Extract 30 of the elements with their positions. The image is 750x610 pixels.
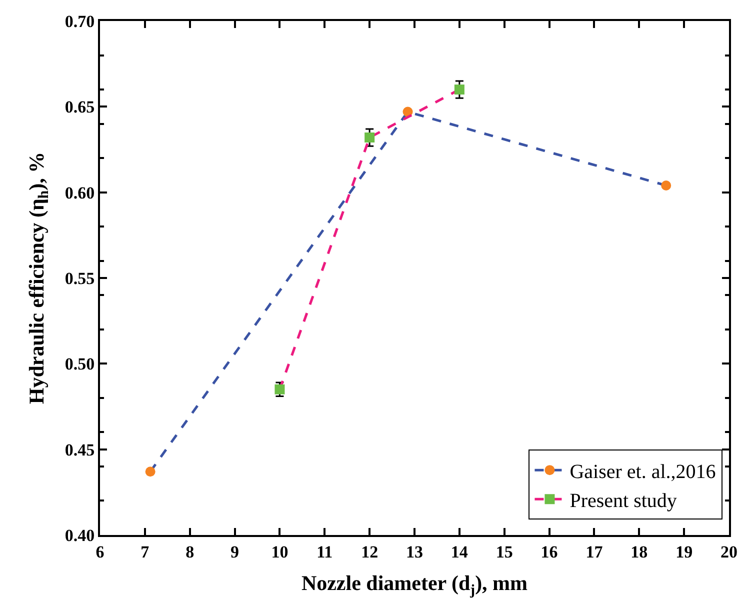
legend-label: Present study bbox=[570, 490, 677, 512]
y-tick-label: 0.55 bbox=[64, 268, 95, 288]
x-tick-label: 7 bbox=[140, 542, 150, 562]
x-tick-label: 17 bbox=[586, 542, 604, 562]
x-tick-label: 10 bbox=[271, 542, 288, 562]
y-tick-label: 0.50 bbox=[64, 354, 95, 374]
x-tick-label: 16 bbox=[540, 542, 558, 562]
x-tick-label: 8 bbox=[186, 542, 194, 562]
x-tick-label: 6 bbox=[96, 542, 104, 562]
x-tick-label: 12 bbox=[361, 542, 378, 562]
x-tick-label: 19 bbox=[676, 542, 693, 562]
legend-label: Gaiser et. al.,2016 bbox=[570, 460, 716, 483]
x-tick-label: 18 bbox=[630, 542, 648, 562]
point bbox=[364, 132, 375, 143]
x-tick-label: 9 bbox=[230, 542, 240, 562]
y-tick-label: 0.45 bbox=[64, 440, 95, 460]
x-tick-label: 15 bbox=[496, 542, 513, 562]
y-tick-label: 0.70 bbox=[64, 12, 95, 31]
point bbox=[454, 84, 464, 95]
x-axis-title: Nozzle diameter (d$_{j}$), mm bbox=[301, 571, 528, 599]
x-tick-label: 11 bbox=[316, 542, 333, 562]
x-tick-label: 13 bbox=[406, 542, 423, 562]
point bbox=[661, 180, 672, 190]
point bbox=[145, 466, 156, 477]
y-tick-label: 0.60 bbox=[64, 183, 95, 202]
point bbox=[274, 384, 285, 394]
y-tick-label: 0.65 bbox=[64, 98, 95, 117]
x-tick-label: 20 bbox=[720, 542, 738, 562]
y-tick-label: 0.40 bbox=[64, 526, 95, 545]
x-tick-label: 14 bbox=[450, 542, 468, 562]
